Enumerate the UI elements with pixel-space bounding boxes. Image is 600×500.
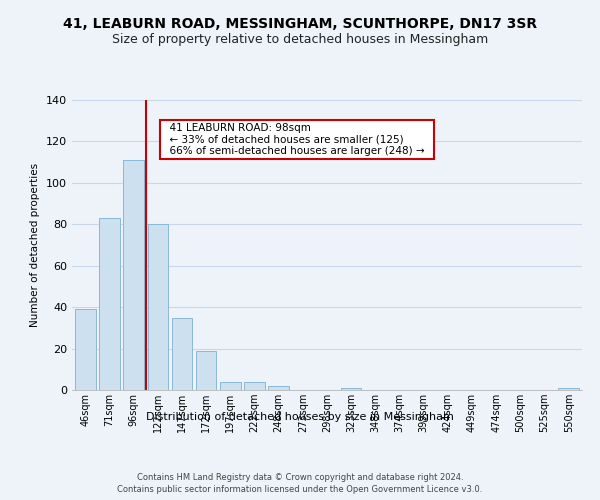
Text: Distribution of detached houses by size in Messingham: Distribution of detached houses by size … <box>146 412 454 422</box>
Bar <box>196 350 217 390</box>
Text: Contains HM Land Registry data © Crown copyright and database right 2024.: Contains HM Land Registry data © Crown c… <box>137 472 463 482</box>
Bar <box>148 224 168 390</box>
Bar <box>99 218 120 390</box>
Bar <box>268 386 289 390</box>
Bar <box>559 388 579 390</box>
Bar <box>341 388 361 390</box>
Text: Contains public sector information licensed under the Open Government Licence v3: Contains public sector information licen… <box>118 485 482 494</box>
Text: Size of property relative to detached houses in Messingham: Size of property relative to detached ho… <box>112 32 488 46</box>
Bar <box>244 382 265 390</box>
Bar <box>75 309 95 390</box>
Bar <box>172 318 192 390</box>
Text: 41, LEABURN ROAD, MESSINGHAM, SCUNTHORPE, DN17 3SR: 41, LEABURN ROAD, MESSINGHAM, SCUNTHORPE… <box>63 18 537 32</box>
Bar <box>124 160 144 390</box>
Bar <box>220 382 241 390</box>
Text: 41 LEABURN ROAD: 98sqm
  ← 33% of detached houses are smaller (125)
  66% of sem: 41 LEABURN ROAD: 98sqm ← 33% of detached… <box>163 123 431 156</box>
Y-axis label: Number of detached properties: Number of detached properties <box>31 163 40 327</box>
